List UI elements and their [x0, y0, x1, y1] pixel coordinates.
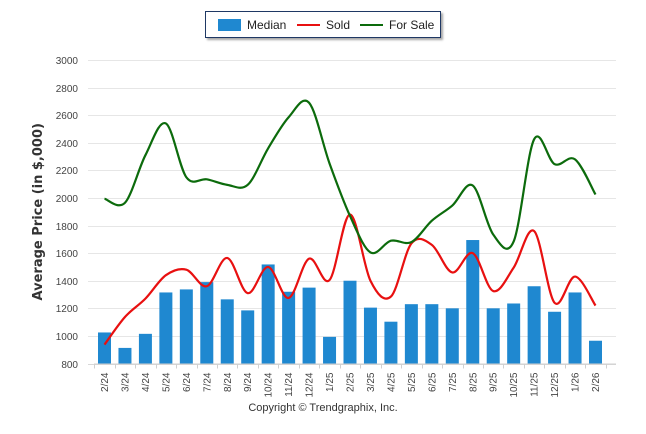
- legend-item-median[interactable]: Median: [218, 18, 286, 32]
- x-tick-label: 1/26: [571, 372, 582, 392]
- median-bar: [261, 264, 275, 364]
- x-tick-label: 3/25: [366, 372, 377, 392]
- median-bar: [384, 321, 398, 364]
- legend-item-for-sale[interactable]: For Sale: [360, 18, 434, 32]
- legend-label: For Sale: [389, 18, 435, 32]
- x-tick-label: 12/24: [305, 372, 316, 397]
- median-swatch-icon: [218, 19, 241, 31]
- legend-label: Median: [247, 18, 287, 32]
- legend: Median Sold For Sale: [205, 11, 441, 38]
- x-tick-label: 10/25: [509, 372, 520, 397]
- y-axis-label: Average Price (in $,000): [31, 123, 46, 300]
- for-sale-line: [104, 99, 597, 255]
- median-bar: [425, 304, 439, 364]
- x-tick-label: 9/25: [489, 372, 500, 392]
- y-tick-label: 2200: [56, 166, 79, 177]
- median-bar: [548, 311, 562, 364]
- series-lines: [103, 99, 597, 346]
- x-tick-label: 2/24: [100, 372, 111, 392]
- copyright-text: Copyright © Trendgraphix, Inc.: [248, 402, 398, 414]
- median-bar: [179, 289, 193, 364]
- median-bar: [282, 291, 296, 364]
- legend-item-sold[interactable]: Sold: [297, 18, 350, 32]
- x-tick-label: 12/25: [550, 372, 561, 397]
- y-tick-label: 2600: [56, 111, 79, 122]
- x-tick-label: 9/24: [243, 372, 254, 392]
- x-tick-label: 3/24: [120, 372, 131, 392]
- x-tick-label: 10/24: [264, 372, 275, 397]
- x-tick-label: 2/26: [591, 372, 602, 392]
- median-bar: [445, 308, 459, 364]
- y-tick-label: 2800: [56, 84, 79, 95]
- x-tick-label: 5/24: [161, 372, 172, 392]
- x-tick-label: 7/24: [202, 372, 213, 392]
- y-axis-ticks: 800 1000 1200 1400 1600 1800 2000 2200 2400 2600 2…: [56, 56, 79, 371]
- x-tick-label: 6/25: [427, 372, 438, 392]
- x-tick-label: 5/25: [407, 372, 418, 392]
- median-bar: [323, 336, 337, 364]
- x-tick-label: 8/24: [223, 372, 234, 392]
- median-bar: [527, 286, 541, 364]
- for-sale-swatch-icon: [360, 24, 383, 26]
- median-bar: [302, 287, 316, 364]
- x-tick-label: 11/25: [530, 372, 541, 397]
- median-bar: [241, 310, 255, 364]
- y-tick-label: 2400: [56, 139, 79, 150]
- x-tick-label: 6/24: [182, 372, 193, 392]
- median-bar: [220, 299, 234, 364]
- x-tick-label: 2/25: [346, 372, 357, 392]
- x-tick-label: 7/25: [448, 372, 459, 392]
- y-tick-label: 3000: [56, 56, 79, 67]
- y-tick-label: 2000: [56, 194, 79, 205]
- y-tick-label: 1000: [56, 332, 79, 343]
- median-bar: [486, 308, 500, 364]
- median-bar: [589, 340, 602, 364]
- median-bar: [159, 292, 173, 364]
- x-tick-label: 11/24: [284, 372, 295, 397]
- median-bar: [404, 304, 418, 364]
- median-bar: [466, 240, 480, 364]
- median-bars: [98, 240, 602, 364]
- x-tick-label: 8/25: [468, 372, 479, 392]
- median-bar: [363, 307, 377, 364]
- median-bar: [507, 303, 521, 364]
- y-tick-label: 1600: [56, 249, 79, 260]
- x-axis: 2/24 3/24 4/24 5/24 6/24 7/24 8/24 9/24 10/24 11/…: [94, 363, 616, 398]
- median-bar: [138, 333, 152, 364]
- y-tick-label: 800: [61, 360, 78, 371]
- median-bar: [568, 292, 582, 364]
- median-bar: [118, 347, 132, 364]
- y-tick-label: 1400: [56, 277, 79, 288]
- gridlines: [88, 60, 616, 365]
- legend-label: Sold: [326, 18, 351, 32]
- y-tick-label: 1800: [56, 222, 79, 233]
- y-tick-label: 1200: [56, 304, 79, 315]
- x-tick-label: 4/24: [141, 372, 152, 392]
- x-tick-label: 4/25: [386, 372, 397, 392]
- median-bar: [343, 280, 357, 364]
- x-tick-label: 1/25: [325, 372, 336, 392]
- median-bar: [200, 282, 214, 364]
- sold-swatch-icon: [297, 24, 320, 26]
